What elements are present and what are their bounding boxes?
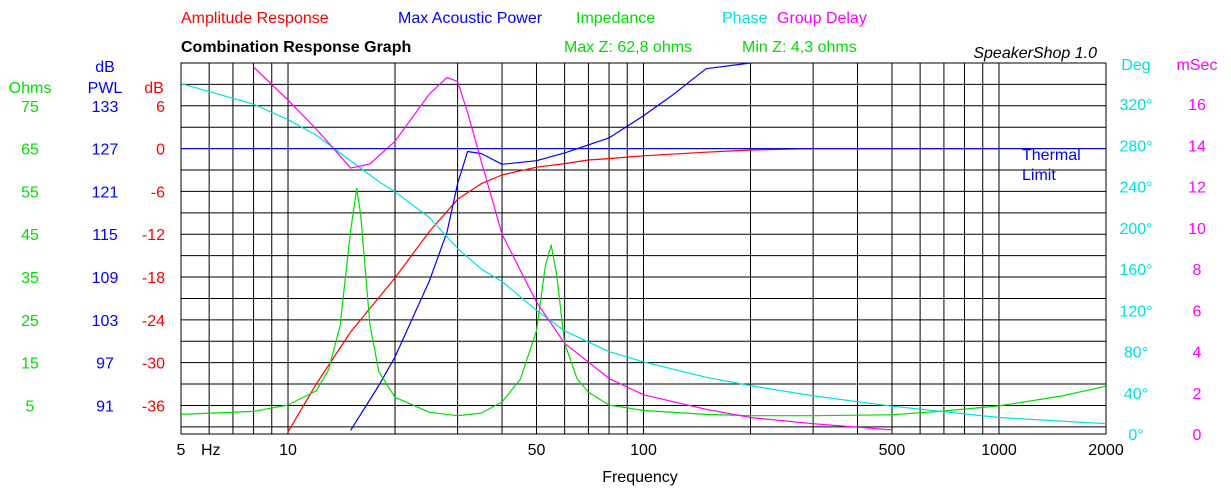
max-acoustic-power-line [350,62,751,431]
msec-tick-label: 12 [1188,180,1206,197]
deg-axis-heading: Deg [1121,57,1150,74]
x-tick-label: 2000 [1088,442,1124,459]
db-tick-label: -24 [142,313,165,330]
db-tick-label: -36 [142,398,165,415]
x-tick-label: 50 [528,442,546,459]
deg-tick-label: 120° [1119,303,1152,320]
x-tick-labels: 5 10 50 100 500 1000 2000 [177,442,1124,459]
left-tick-labels: 75 133 6 65 127 0 55 121 -6 45 115 -12 35 109 -18 25 103… [21,99,165,416]
amplitude-response-line [287,148,999,433]
deg-tick-label: 240° [1119,180,1152,197]
deg-tick-label: 40° [1124,386,1148,403]
db-tick-label: -30 [142,356,165,373]
deg-tick-label: 0° [1128,427,1143,444]
msec-tick-label: 0 [1193,427,1202,444]
pwl-axis-heading-db: dB [95,59,115,76]
pwl-tick-label: 109 [92,270,119,287]
impedance-line [180,187,1107,417]
max-impedance-readout: Max Z: 62,8 ohms [564,39,692,56]
legend: Amplitude Response Max Acoustic Power Im… [181,10,867,27]
x-tick-label: 1000 [981,442,1017,459]
ohms-tick-label: 65 [21,142,39,159]
ohms-tick-label: 45 [21,227,39,244]
pwl-tick-label: 103 [92,313,119,330]
legend-max-acoustic-power: Max Acoustic Power [398,10,543,27]
ohms-tick-label: 15 [21,356,39,373]
min-impedance-readout: Min Z: 4,3 ohms [742,39,857,56]
thermal-limit-label: Thermal [1022,147,1081,164]
legend-phase: Phase [722,10,767,27]
msec-tick-label: 10 [1188,221,1206,238]
x-axis-label: Frequency [602,469,678,486]
x-axis-unit: Hz [201,442,221,459]
ohms-tick-label: 55 [21,184,39,201]
ohms-axis-heading: Ohms [9,80,52,97]
ohms-tick-label: 35 [21,270,39,287]
db-tick-label: 6 [156,99,165,116]
app-name: SpeakerShop 1.0 [973,45,1097,62]
ohms-tick-label: 5 [26,398,35,415]
db-axis-heading: dB [144,80,164,97]
deg-tick-label: 200° [1119,221,1152,238]
ohms-tick-label: 25 [21,313,39,330]
legend-amplitude-response: Amplitude Response [181,10,329,27]
ohms-tick-label: 75 [21,99,39,116]
msec-tick-label: 8 [1193,262,1202,279]
pwl-tick-label: 127 [92,142,119,159]
deg-tick-label: 320° [1119,97,1152,114]
msec-axis-heading: mSec [1177,57,1218,74]
x-tick-label: 500 [879,442,906,459]
db-tick-label: -6 [151,184,165,201]
legend-group-delay: Group Delay [777,10,867,27]
series-lines [180,62,1107,433]
pwl-tick-label: 97 [96,356,114,373]
group-delay-line [253,66,893,431]
db-tick-label: 0 [156,142,165,159]
msec-tick-label: 14 [1188,138,1206,155]
pwl-tick-label: 121 [92,184,119,201]
msec-tick-label: 4 [1193,345,1202,362]
x-tick-label: 5 [177,442,186,459]
pwl-tick-label: 115 [92,227,118,244]
msec-tick-label: 6 [1193,303,1202,320]
db-tick-label: -12 [142,227,165,244]
deg-tick-label: 160° [1119,262,1152,279]
pwl-tick-label: 133 [92,99,119,116]
chart-title: Combination Response Graph [181,39,411,56]
pwl-tick-label: 91 [96,398,114,415]
x-tick-label: 10 [279,442,297,459]
legend-impedance: Impedance [576,10,655,27]
msec-tick-label: 2 [1193,386,1202,403]
deg-tick-label: 80° [1124,345,1148,362]
pwl-axis-heading: PWL [88,80,123,97]
x-tick-label: 100 [630,442,657,459]
phase-line [180,83,1107,425]
msec-tick-label: 16 [1188,97,1206,114]
thermal-limit-label-2: Limit [1022,167,1056,184]
db-tick-label: -18 [142,270,165,287]
deg-tick-label: 280° [1119,138,1152,155]
